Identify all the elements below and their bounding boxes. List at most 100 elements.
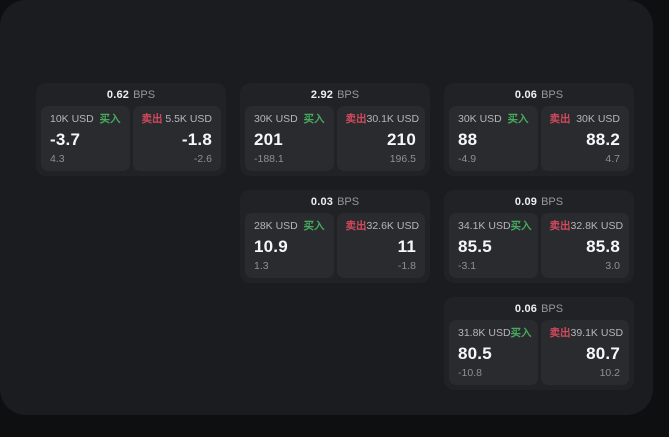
panels: 31.8K USD 买入 80.5 -10.8 卖出 39.1K USD 80.… [449, 320, 629, 385]
card-header: 0.09 BPS [449, 190, 629, 213]
panel-top: 卖出 30K USD [550, 113, 621, 125]
buy-price: 80.5 [458, 343, 492, 363]
bps-value: 0.06 [514, 302, 538, 315]
bps-value: 0.06 [514, 88, 538, 101]
sell-label: 卖出 [549, 327, 571, 339]
bps-value: 0.09 [514, 195, 538, 208]
buy-amount: 10K USD [50, 113, 94, 125]
panels: 10K USD 买入 -3.7 4.3 卖出 5.5K USD -1.8 -2.… [41, 106, 221, 171]
buy-label: 买入 [99, 113, 121, 125]
card-header: 0.62 BPS [41, 83, 221, 106]
sell-delta: 3.0 [605, 260, 620, 272]
buy-amount: 30K USD [254, 113, 298, 125]
sell-amount: 5.5K USD [165, 113, 212, 125]
sell-delta: -1.8 [397, 260, 416, 272]
card-header: 2.92 BPS [245, 83, 425, 106]
buy-panel[interactable]: 30K USD 买入 201 -188.1 [245, 106, 334, 171]
panel-top: 卖出 39.1K USD [549, 327, 624, 339]
buy-label: 买入 [510, 220, 532, 232]
bps-value: 0.03 [310, 195, 334, 208]
panels: 34.1K USD 买入 85.5 -3.1 卖出 32.8K USD 85.8… [449, 213, 629, 278]
buy-label: 买入 [510, 327, 532, 339]
bps-unit-label: BPS [337, 195, 360, 208]
buy-price: 88 [458, 129, 478, 149]
sell-amount: 32.8K USD [570, 220, 624, 232]
sell-amount: 30.1K USD [366, 113, 420, 125]
buy-delta: -3.1 [458, 260, 477, 272]
quote-card: 0.06 BPS 31.8K USD 买入 80.5 -10.8 卖出 39.1… [444, 297, 634, 390]
bps-value: 2.92 [310, 88, 334, 101]
sell-price: 85.8 [586, 236, 620, 256]
buy-label: 买入 [303, 220, 325, 232]
bps-value: 0.62 [106, 88, 130, 101]
buy-panel[interactable]: 31.8K USD 买入 80.5 -10.8 [449, 320, 538, 385]
sell-price: 80.7 [586, 343, 620, 363]
buy-panel[interactable]: 10K USD 买入 -3.7 4.3 [41, 106, 130, 171]
panels: 30K USD 买入 88 -4.9 卖出 30K USD 88.2 4.7 [449, 106, 629, 171]
dashboard-surface: 0.62 BPS 10K USD 买入 -3.7 4.3 卖出 5.5K USD [0, 0, 653, 415]
quote-card: 0.03 BPS 28K USD 买入 10.9 1.3 卖出 32.6K US… [240, 190, 430, 283]
sell-panel[interactable]: 卖出 5.5K USD -1.8 -2.6 [132, 106, 221, 171]
sell-label: 卖出 [549, 220, 571, 232]
quote-card: 0.06 BPS 30K USD 买入 88 -4.9 卖出 30K USD [444, 83, 634, 176]
sell-price: 88.2 [586, 129, 620, 149]
bps-unit-label: BPS [541, 302, 564, 315]
sell-amount: 39.1K USD [570, 327, 624, 339]
sell-panel[interactable]: 卖出 32.8K USD 85.8 3.0 [540, 213, 629, 278]
sell-amount: 32.6K USD [366, 220, 420, 232]
card-header: 0.06 BPS [449, 297, 629, 320]
buy-label: 买入 [303, 113, 325, 125]
buy-price: 85.5 [458, 236, 492, 256]
bps-unit-label: BPS [133, 88, 156, 101]
sell-panel[interactable]: 卖出 30K USD 88.2 4.7 [540, 106, 629, 171]
sell-panel[interactable]: 卖出 30.1K USD 210 196.5 [336, 106, 425, 171]
buy-delta: -188.1 [254, 153, 284, 165]
sell-panel[interactable]: 卖出 32.6K USD 11 -1.8 [336, 213, 425, 278]
buy-delta: -4.9 [458, 153, 477, 165]
buy-panel[interactable]: 34.1K USD 买入 85.5 -3.1 [449, 213, 538, 278]
quote-card-grid: 0.62 BPS 10K USD 买入 -3.7 4.3 卖出 5.5K USD [36, 83, 634, 390]
sell-panel[interactable]: 卖出 39.1K USD 80.7 10.2 [540, 320, 629, 385]
panel-top: 31.8K USD 买入 [458, 327, 532, 339]
panels: 28K USD 买入 10.9 1.3 卖出 32.6K USD 11 -1.8 [245, 213, 425, 278]
sell-delta: -2.6 [193, 153, 212, 165]
panels: 30K USD 买入 201 -188.1 卖出 30.1K USD 210 1… [245, 106, 425, 171]
sell-delta: 10.2 [599, 367, 620, 379]
bps-unit-label: BPS [541, 195, 564, 208]
buy-delta: -10.8 [458, 367, 482, 379]
buy-price: 201 [254, 129, 283, 149]
buy-delta: 1.3 [254, 260, 269, 272]
panel-top: 卖出 30.1K USD [345, 113, 420, 125]
buy-amount: 34.1K USD [458, 220, 511, 232]
panel-top: 28K USD 买入 [254, 220, 325, 232]
panel-top: 34.1K USD 买入 [458, 220, 532, 232]
buy-price: 10.9 [254, 236, 288, 256]
card-header: 0.06 BPS [449, 83, 629, 106]
buy-label: 买入 [507, 113, 529, 125]
sell-label: 卖出 [549, 113, 571, 125]
panel-top: 卖出 32.6K USD [345, 220, 420, 232]
buy-panel[interactable]: 30K USD 买入 88 -4.9 [449, 106, 538, 171]
sell-price: 210 [387, 129, 416, 149]
panel-top: 30K USD 买入 [254, 113, 325, 125]
buy-panel[interactable]: 28K USD 买入 10.9 1.3 [245, 213, 334, 278]
panel-top: 10K USD 买入 [50, 113, 121, 125]
buy-delta: 4.3 [50, 153, 65, 165]
buy-amount: 31.8K USD [458, 327, 511, 339]
sell-delta: 196.5 [389, 153, 416, 165]
quote-card: 0.62 BPS 10K USD 买入 -3.7 4.3 卖出 5.5K USD [36, 83, 226, 176]
buy-amount: 30K USD [458, 113, 502, 125]
sell-price: -1.8 [181, 129, 212, 149]
quote-card: 2.92 BPS 30K USD 买入 201 -188.1 卖出 30.1K … [240, 83, 430, 176]
sell-label: 卖出 [345, 113, 367, 125]
panel-top: 30K USD 买入 [458, 113, 529, 125]
sell-label: 卖出 [345, 220, 367, 232]
bps-unit-label: BPS [541, 88, 564, 101]
sell-delta: 4.7 [605, 153, 620, 165]
bps-unit-label: BPS [337, 88, 360, 101]
panel-top: 卖出 32.8K USD [549, 220, 624, 232]
sell-price: 11 [397, 236, 416, 256]
quote-card: 0.09 BPS 34.1K USD 买入 85.5 -3.1 卖出 32.8K… [444, 190, 634, 283]
buy-price: -3.7 [50, 129, 81, 149]
sell-label: 卖出 [141, 113, 163, 125]
